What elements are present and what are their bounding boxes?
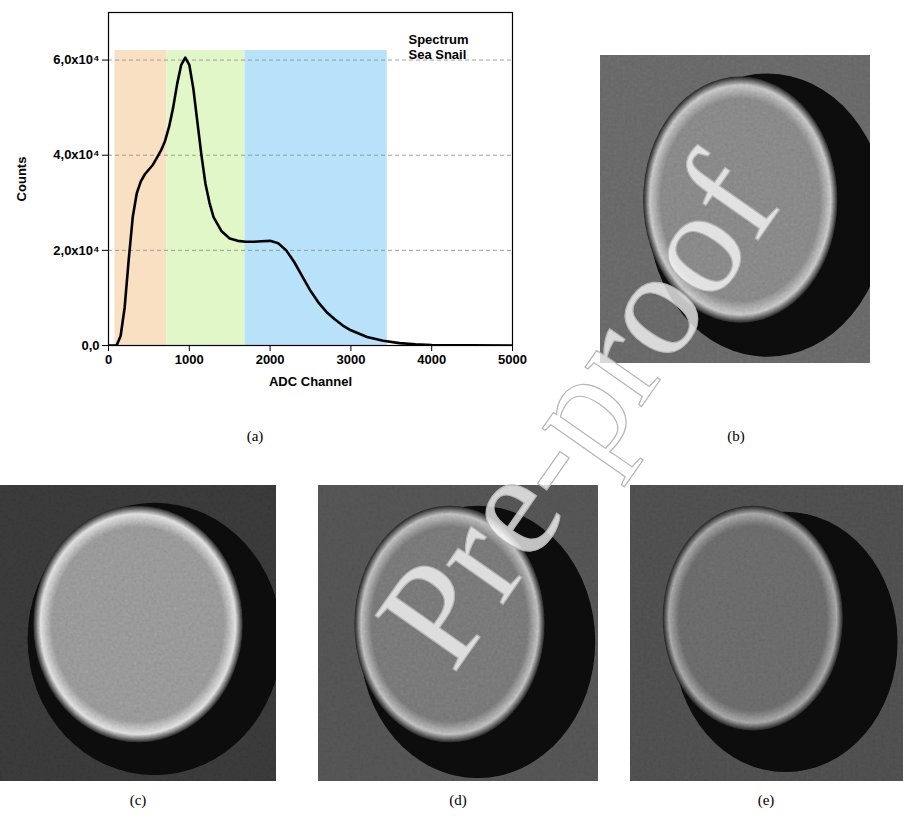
svg-text:0: 0 xyxy=(105,352,112,367)
svg-text:2,0x10⁴: 2,0x10⁴ xyxy=(53,243,99,258)
svg-text:SpectrumSea Snail: SpectrumSea Snail xyxy=(409,32,469,63)
svg-text:ADC Channel: ADC Channel xyxy=(269,374,352,389)
svg-text:Counts: Counts xyxy=(14,157,29,202)
svg-text:0,0: 0,0 xyxy=(81,338,99,353)
svg-text:3000: 3000 xyxy=(336,352,365,367)
svg-text:Pre-proof: Pre-proof xyxy=(344,127,810,693)
svg-text:2000: 2000 xyxy=(256,352,285,367)
svg-text:4000: 4000 xyxy=(417,352,446,367)
svg-text:6,0x10⁴: 6,0x10⁴ xyxy=(53,52,99,67)
svg-text:1000: 1000 xyxy=(175,352,204,367)
svg-text:4,0x10⁴: 4,0x10⁴ xyxy=(53,147,99,162)
svg-text:5000: 5000 xyxy=(498,352,527,367)
